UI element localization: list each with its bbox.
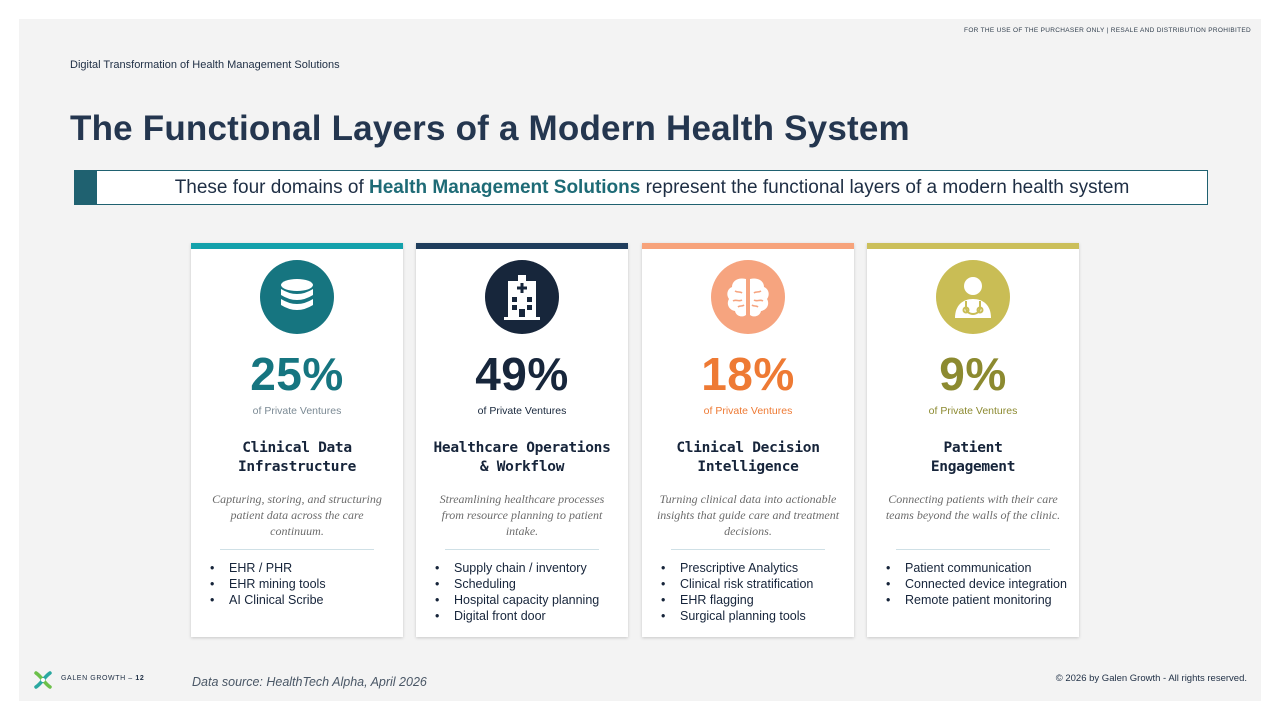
card-top-bar	[642, 243, 854, 249]
card-percent: 49%	[475, 348, 569, 400]
card-top-bar	[191, 243, 403, 249]
database-icon	[281, 279, 313, 310]
card-top-bar	[416, 243, 628, 249]
card-percent-label: of Private Ventures	[477, 405, 567, 417]
list-item: Connected device integration	[886, 576, 1079, 592]
card-item-list: Patient communication Connected device i…	[886, 560, 1079, 608]
galen-growth-logo	[32, 669, 54, 691]
card-percent-label: of Private Ventures	[703, 405, 793, 417]
breadcrumb: Digital Transformation of Health Managem…	[70, 59, 340, 71]
card-item-list: Supply chain / inventory Scheduling Hosp…	[435, 560, 628, 624]
card-name-line-1: Clinical Data	[242, 440, 352, 456]
card-percent-label: of Private Ventures	[252, 405, 342, 417]
domain-card-decision-intelligence: 18% of Private Ventures Clinical Decisio…	[642, 243, 854, 637]
page-title: The Functional Layers of a Modern Health…	[70, 109, 910, 148]
list-item: Remote patient monitoring	[886, 592, 1079, 608]
card-percent: 18%	[701, 348, 795, 400]
hospital-icon	[504, 275, 540, 320]
banner-text: These four domains of Health Management …	[97, 177, 1207, 199]
card-divider	[896, 549, 1050, 550]
card-description: Capturing, storing, and structuring pati…	[212, 492, 382, 538]
list-item: Clinical risk stratification	[661, 576, 854, 592]
doctor-icon	[955, 277, 991, 318]
card-divider	[445, 549, 599, 550]
card-domain-name: Patient Engagement	[867, 439, 1079, 477]
list-item: Supply chain / inventory	[435, 560, 628, 576]
card-description: Turning clinical data into actionable in…	[656, 492, 840, 538]
footer-brand: GALEN GROWTH – 12	[61, 675, 145, 682]
copyright: © 2026 by Galen Growth - All rights rese…	[1055, 673, 1247, 684]
brain-icon	[727, 278, 769, 317]
card-percent-label: of Private Ventures	[928, 405, 1018, 417]
card-name-line-1: Healthcare Operations	[433, 440, 611, 456]
card-domain-name: Healthcare Operations & Workflow	[416, 439, 628, 477]
list-item: Surgical planning tools	[661, 608, 854, 624]
card-item-list: EHR / PHR EHR mining tools AI Clinical S…	[210, 560, 403, 608]
card-name-line-2: & Workflow	[479, 459, 565, 475]
card-divider	[220, 549, 374, 550]
domain-card-clinical-data: 25% of Private Ventures Clinical Data In…	[191, 243, 403, 637]
card-name-line-1: Patient	[943, 440, 1003, 456]
card-item-list: Prescriptive Analytics Clinical risk str…	[661, 560, 854, 624]
card-percent: 25%	[250, 348, 344, 400]
card-divider	[671, 549, 825, 550]
card-icon-circle	[711, 260, 785, 334]
list-item: Prescriptive Analytics	[661, 560, 854, 576]
summary-banner: These four domains of Health Management …	[74, 170, 1208, 205]
card-icon-circle	[936, 260, 1010, 334]
domain-card-operations: 49% of Private Ventures Healthcare Opera…	[416, 243, 628, 637]
list-item: EHR mining tools	[210, 576, 403, 592]
card-name-line-2: Infrastructure	[237, 459, 357, 475]
card-description: Connecting patients with their care team…	[885, 492, 1061, 522]
galen-growth-logo-icon	[34, 671, 52, 689]
card-domain-name: Clinical Decision Intelligence	[642, 439, 854, 477]
card-icon-circle	[260, 260, 334, 334]
list-item: EHR / PHR	[210, 560, 403, 576]
list-item: Patient communication	[886, 560, 1079, 576]
brand-name: GALEN GROWTH	[61, 675, 126, 682]
card-icon-circle	[485, 260, 559, 334]
distribution-notice: FOR THE USE OF THE PURCHASER ONLY | RESA…	[964, 27, 1251, 34]
list-item: Digital front door	[435, 608, 628, 624]
banner-suffix: represent the functional layers of a mod…	[645, 176, 1130, 198]
list-item: Hospital capacity planning	[435, 592, 628, 608]
card-domain-name: Clinical Data Infrastructure	[191, 439, 403, 477]
list-item: EHR flagging	[661, 592, 854, 608]
list-item: Scheduling	[435, 576, 628, 592]
banner-highlight: Health Management Solutions	[369, 176, 641, 198]
page-number: 12	[135, 675, 145, 682]
card-percent: 9%	[939, 348, 1007, 400]
slide: FOR THE USE OF THE PURCHASER ONLY | RESA…	[19, 19, 1261, 701]
domain-card-patient-engagement: 9% of Private Ventures Patient Engagemen…	[867, 243, 1079, 637]
card-name-line-2: Intelligence	[697, 459, 799, 475]
card-name-line-2: Engagement	[930, 459, 1016, 475]
card-description: Streamlining healthcare processes from r…	[439, 492, 605, 538]
card-top-bar	[867, 243, 1079, 249]
card-name-line-1: Clinical Decision	[676, 440, 820, 456]
banner-prefix: These four domains of	[174, 176, 364, 198]
banner-accent-bar	[75, 171, 97, 204]
list-item: AI Clinical Scribe	[210, 592, 403, 608]
data-source: Data source: HealthTech Alpha, April 202…	[192, 675, 427, 689]
